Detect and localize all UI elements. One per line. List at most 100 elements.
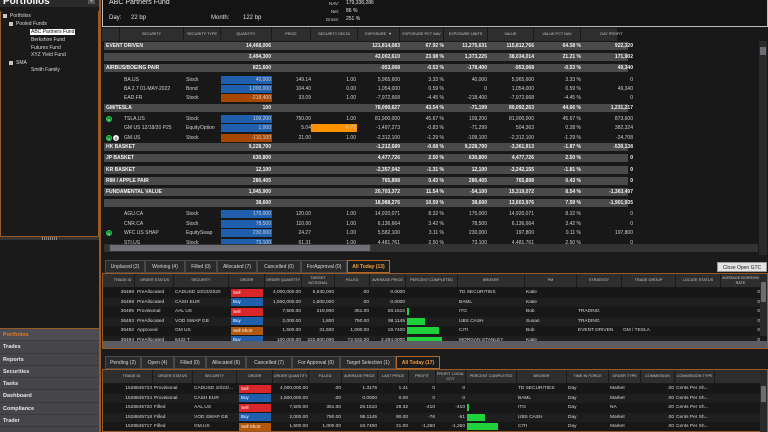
positions-hscrollbar[interactable]	[104, 244, 758, 252]
group-row[interactable]: EVENT DRIVEN 14,468,006 121,814,083 67.92 %…	[104, 42, 633, 50]
nav-tasks[interactable]: Tasks	[0, 378, 99, 391]
nav-securities[interactable]: Securities	[0, 366, 99, 379]
nav-portfolios[interactable]: Portfolios	[0, 329, 99, 342]
group-row[interactable]: AIRBUS/BOEING PAIR 821,600 -953,068 -0.53 %…	[104, 64, 633, 73]
order-row[interactable]: 36498 PreAllocated CADUSD 10/23/2020 Sell 4,…	[103, 288, 760, 297]
scroll-thumb[interactable]	[760, 47, 766, 55]
group-row[interactable]: 38,600 18,988,276 10.59 % 38,600 13,603,976 7…	[104, 199, 633, 208]
tab-unplaced-2[interactable]: Unplaced (2)	[105, 260, 145, 273]
col-order-status[interactable]: ORDER STATUS	[153, 370, 193, 383]
col-time-in-force[interactable]: TIME IN FORCE	[567, 370, 609, 383]
nav-reports[interactable]: Reports	[0, 354, 99, 366]
order-row[interactable]: 36495 Provisional AAL US Sell 7,500.00 219,90…	[103, 307, 760, 316]
col-filled[interactable]: FILLED	[309, 370, 342, 383]
col-broker[interactable]: BROKER	[458, 274, 525, 287]
order-row[interactable]: 1528845718 Filled VOD SWAP GB Buy 2,000.00 75…	[103, 412, 760, 422]
nav-compliance[interactable]: Compliance	[0, 403, 99, 416]
col-security[interactable]: SECURITY	[120, 28, 184, 41]
tree-node-abc-partners-fund[interactable]: ABC Partners Fund	[30, 29, 76, 35]
col-commission-type[interactable]: COMMISSION TYPE	[675, 370, 715, 383]
col-security[interactable]: SECURITY	[174, 274, 229, 287]
order-row[interactable]: 1528845724 Provisional CASH EUR Buy 1,500,00…	[103, 393, 760, 403]
col-security-type[interactable]: SECURITY TYPE	[184, 28, 221, 41]
position-row[interactable]: N TSLA.US Stock 750.00 1.00 109,200 81,900,000…	[104, 115, 633, 124]
col-average-borrow-rate[interactable]: AVERAGE BORROW RATE	[721, 274, 761, 287]
col-broker[interactable]: BROKER	[517, 370, 567, 383]
col-profit[interactable]: PROFIT	[409, 370, 436, 383]
tree-node-smith-family[interactable]: Smith Family	[31, 67, 60, 73]
order-row[interactable]: 36493 PreAllocated VOD SWAP GB Buy 2,000.00 1…	[103, 316, 760, 326]
tree-node-xyz-yield-fund[interactable]: XYZ Yield Fund	[31, 52, 66, 58]
col-value[interactable]: VALUE	[488, 28, 534, 41]
col-trade-id[interactable]: TRADE ID	[111, 274, 135, 287]
col-day-profit[interactable]: DAY PROFIT	[581, 28, 643, 41]
group-row[interactable]: KR BASKET 12,100 -2,357,042 -1.31 % 12,100 -3…	[104, 165, 633, 174]
tab-allocated-7[interactable]: Allocated (7)	[217, 260, 257, 273]
position-row[interactable]: BA 2.7 01-MAY-2022 Bond 104.40 0.00 1,000,00…	[104, 85, 633, 94]
col-pm[interactable]: PM	[525, 274, 577, 287]
position-row[interactable]: N S GM.US Stock 21.00 1.00 -110,100 -2,312,100 -…	[104, 133, 633, 143]
tab-all-today-17[interactable]: All Today (17)	[396, 356, 440, 369]
col-strategy[interactable]: STRATEGY	[577, 274, 622, 287]
col-percent-completed[interactable]: PERCENT COMPLETED	[406, 274, 458, 287]
tree-node-pooled-funds[interactable]: Pooled Funds	[9, 21, 47, 28]
tab-working-4[interactable]: Working (4)	[145, 260, 185, 273]
trades-vscrollbar[interactable]	[760, 274, 767, 336]
col-average-price[interactable]: AVERAGE PRICE	[370, 274, 406, 287]
tab-filled-0[interactable]: Filled (0)	[174, 356, 206, 369]
col-profit-local-ccy[interactable]: PROFIT LOCAL CCY	[436, 370, 466, 383]
col-order[interactable]: ORDER	[237, 370, 273, 383]
position-row[interactable]: N WFC US SHAP EquitySwap 24.27 1.00 230,000 5,…	[104, 229, 633, 238]
position-row[interactable]: BA.US Stock 149.14 1.00 40,000 5,965,600 3.33 …	[104, 75, 633, 85]
col-locate-status[interactable]: LOCATE STATUS	[676, 274, 721, 287]
order-row[interactable]: 1528845717 Filled GM.US Sell Short 1,500.00 1…	[103, 422, 760, 431]
order-row[interactable]: 1528845720 Filled AAL.US Sell 7,500.00 351.00…	[103, 403, 760, 412]
tab-pending-2[interactable]: Pending (2)	[105, 356, 141, 369]
col-order-quantity[interactable]: ORDER QUANTITY	[265, 274, 302, 287]
col-order-quantity[interactable]: ORDER QUANTITY	[273, 370, 309, 383]
nav-dashboard[interactable]: Dashboard	[0, 390, 99, 403]
col-last-price[interactable]: LAST PRICE	[378, 370, 409, 383]
position-row[interactable]: CNR.CA Stock 110.00 1.00 78,500 6,136,664 3.42…	[104, 219, 633, 229]
col-filled[interactable]: FILLED	[335, 274, 370, 287]
tree-node-sma[interactable]: SMA	[9, 60, 27, 67]
col-security-delta[interactable]: SECURITY DELTA	[311, 28, 358, 41]
group-row[interactable]: FUNDAMENTAL VALUE 1,945,900 20,703,372 11.5…	[104, 188, 633, 196]
position-row[interactable]: GM US 12/18/20 P25 EquityOption 5.04 -0.71 1…	[104, 124, 633, 133]
tree-node-futures-fund[interactable]: Futures Fund	[31, 45, 61, 51]
position-row[interactable]: STI.US Stock 61.31 1.00 73,100 4,481,761 2.50 …	[104, 238, 633, 248]
orders-vscrollbar[interactable]	[760, 370, 767, 432]
col-exposure[interactable]: EXPOSURE ▼	[358, 28, 400, 41]
position-row[interactable]: EAD.FR Stock 33.09 1.00 -218,400 -7,972,668 -4…	[104, 94, 633, 103]
col-commission[interactable]: COMMISSION	[641, 370, 675, 383]
tab-forapproval-0[interactable]: ForApproval (0)	[301, 260, 347, 273]
col-order-status[interactable]: ORDER STATUS	[136, 274, 174, 287]
positions-vscrollbar[interactable]	[759, 41, 767, 255]
group-row[interactable]: JP BASKET 630,800 4,477,726 2.50 % 630,800 4,…	[104, 154, 633, 163]
group-row[interactable]: GM/TESLA 100 78,090,627 43.54 % -71,199 80,09…	[104, 103, 633, 112]
col-exposure-pct-nav[interactable]: EXPOSURE PCT NAV	[400, 28, 444, 41]
col-percent-completed[interactable]: PERCENT COMPLETED	[466, 370, 517, 383]
col-trade-group[interactable]: TRADE GROUP	[622, 274, 676, 287]
tree-node-portfolios[interactable]: Portfolios	[3, 13, 31, 20]
scroll-thumb[interactable]	[761, 386, 766, 402]
position-row[interactable]: AGU.CA Stock 120.00 1.00 175,000 14,920,071 8.…	[104, 210, 633, 219]
close-open-gtc-button[interactable]: Close Open GTC	[717, 262, 767, 272]
order-row[interactable]: 36492 Approved GM US Sell Short 1,500.00 31,5…	[103, 326, 760, 335]
col-value-pct-nav[interactable]: VALUE PCT NAV	[534, 28, 581, 41]
collapse-icon[interactable]	[9, 60, 13, 65]
col-order-type[interactable]: ORDER TYPE	[609, 370, 641, 383]
col-quantity[interactable]: QUANTITY	[221, 28, 272, 41]
tab-for-approval-0[interactable]: For Approval (0)	[292, 356, 340, 369]
col-average-price[interactable]: AVERAGE PRICE	[342, 370, 378, 383]
col-order[interactable]: ORDER	[229, 274, 265, 287]
collapse-icon[interactable]	[3, 13, 7, 18]
nav-trader[interactable]: Trader	[0, 415, 99, 428]
collapse-icon[interactable]	[9, 21, 13, 26]
group-row[interactable]: HK BASKET 9,228,700 -1,212,689 -0.68 % 9,228…	[104, 143, 633, 152]
group-row[interactable]: 3,494,300 43,002,610 23.98 % 1,373,225 38,03…	[104, 53, 633, 62]
col-trade-id[interactable]: TRADE ID	[111, 370, 153, 383]
col-security[interactable]: SECURITY	[193, 370, 237, 383]
tab-all-today-13[interactable]: All Today (13)	[347, 260, 390, 273]
tree-node-berkshire-fund[interactable]: Berkshire Fund	[31, 37, 65, 43]
